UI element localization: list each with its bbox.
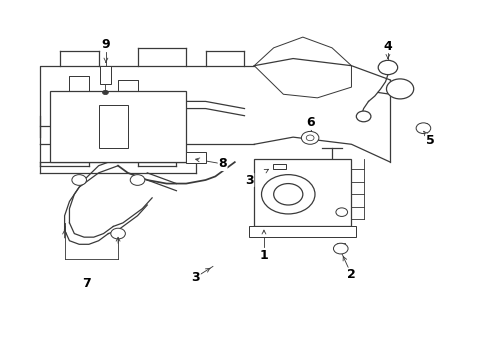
Circle shape [415,123,430,134]
Bar [50,91,186,162]
Circle shape [72,175,86,185]
Text: 7: 7 [82,277,91,290]
Text: 1: 1 [259,248,268,261]
Circle shape [130,175,144,185]
Bar [99,105,127,148]
Circle shape [386,79,413,99]
Circle shape [111,228,125,239]
Circle shape [305,135,313,141]
Text: 3: 3 [191,271,200,284]
Circle shape [301,131,318,144]
Text: 8: 8 [218,157,226,170]
Bar [272,163,286,169]
Bar [249,226,356,237]
Text: 4: 4 [383,40,391,53]
Text: 2: 2 [346,268,355,281]
Circle shape [333,243,347,254]
Bar [186,152,205,163]
Circle shape [273,184,302,205]
Circle shape [356,111,370,122]
Circle shape [261,175,314,214]
Circle shape [335,208,347,216]
Bar [100,66,111,84]
Text: 5: 5 [425,134,434,147]
Text: 3: 3 [244,174,253,186]
Text: 6: 6 [305,116,314,129]
Text: 9: 9 [102,39,110,51]
Circle shape [102,90,108,95]
Circle shape [377,60,397,75]
Bar [254,158,351,226]
